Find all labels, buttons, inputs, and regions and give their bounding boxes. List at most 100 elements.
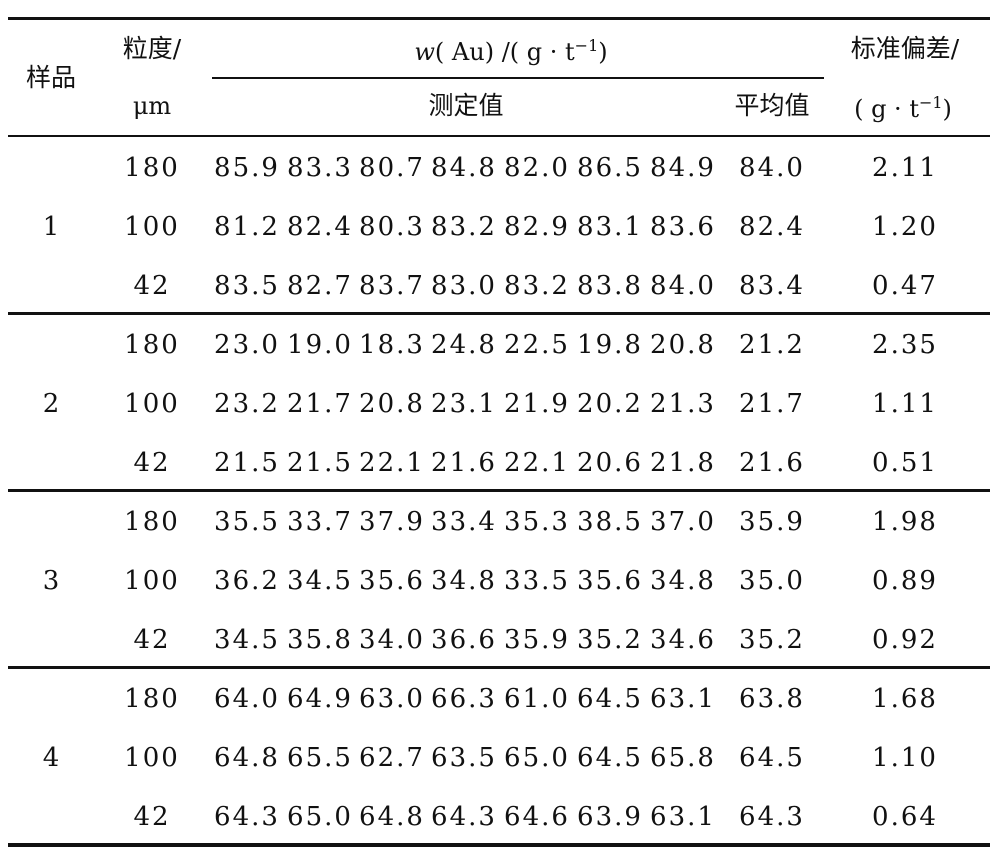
measured-value-cell: 80.7: [359, 153, 425, 183]
sample-cell: 4: [42, 743, 60, 773]
measured-value-cell: 84.8: [431, 153, 497, 183]
std-cell: 1.98: [872, 507, 938, 537]
measured-value-cell: 64.3: [431, 802, 497, 832]
measured-value-cell: 83.6: [650, 212, 716, 242]
size-cell: 42: [133, 802, 171, 832]
measured-value-cell: 22.1: [504, 448, 570, 478]
std-cell: 0.51: [872, 448, 938, 478]
size-cell: 100: [124, 212, 180, 242]
measured-value-cell: 82.7: [287, 271, 353, 301]
measured-value-cell: 83.2: [431, 212, 497, 242]
measured-value-cell: 83.0: [431, 271, 497, 301]
size-cell: 180: [124, 684, 180, 714]
measured-value-cell: 34.5: [214, 625, 280, 655]
measured-value-cell: 83.1: [577, 212, 643, 242]
measured-value-cell: 63.5: [431, 743, 497, 773]
std-cell: 2.11: [872, 153, 938, 183]
measured-value-cell: 22.5: [504, 330, 570, 360]
size-cell: 42: [133, 625, 171, 655]
measured-value-cell: 63.1: [650, 802, 716, 832]
measured-value-cell: 20.6: [577, 448, 643, 478]
measured-value-cell: 20.8: [650, 330, 716, 360]
measured-value-cell: 65.8: [650, 743, 716, 773]
measured-value-cell: 34.8: [431, 566, 497, 596]
header-sample: 样品: [25, 63, 77, 92]
measured-value-cell: 33.4: [431, 507, 497, 537]
group-rule-1: [8, 312, 990, 315]
w-unit-text: ( Au) /( g · t: [434, 38, 575, 66]
measured-value-cell: 63.0: [359, 684, 425, 714]
measured-value-cell: 35.9: [504, 625, 570, 655]
measured-value-cell: 35.8: [287, 625, 353, 655]
measured-value-cell: 21.7: [287, 389, 353, 419]
measured-value-cell: 21.5: [287, 448, 353, 478]
header-size-label: 粒度/: [122, 34, 182, 63]
std-unit-text: ( g · t: [854, 95, 919, 123]
measured-value-cell: 64.5: [577, 743, 643, 773]
mean-cell: 82.4: [739, 212, 805, 242]
measured-value-cell: 65.0: [287, 802, 353, 832]
sample-cell: 1: [42, 212, 60, 242]
mean-cell: 35.2: [739, 625, 805, 655]
header-w-au-unit: w( Au) /( g · t−1): [414, 31, 607, 67]
measured-value-cell: 20.8: [359, 389, 425, 419]
measured-value-cell: 34.5: [287, 566, 353, 596]
measured-value-cell: 19.0: [287, 330, 353, 360]
group-rule-2: [8, 489, 990, 492]
measured-value-cell: 83.7: [359, 271, 425, 301]
measured-value-cell: 83.2: [504, 271, 570, 301]
mean-cell: 35.9: [739, 507, 805, 537]
measured-value-cell: 63.9: [577, 802, 643, 832]
measured-value-cell: 18.3: [359, 330, 425, 360]
size-cell: 100: [124, 566, 180, 596]
measured-value-cell: 23.1: [431, 389, 497, 419]
measured-value-cell: 64.3: [214, 802, 280, 832]
measured-value-cell: 34.0: [359, 625, 425, 655]
w-symbol: w: [414, 38, 435, 66]
header-mean: 平均值: [734, 91, 810, 120]
measured-value-cell: 35.6: [577, 566, 643, 596]
mean-cell: 64.5: [739, 743, 805, 773]
measured-value-cell: 81.2: [214, 212, 280, 242]
measured-value-cell: 65.5: [287, 743, 353, 773]
measured-value-cell: 84.9: [650, 153, 716, 183]
measured-value-cell: 21.8: [650, 448, 716, 478]
std-unit-close: ): [942, 95, 952, 123]
size-cell: 100: [124, 389, 180, 419]
measured-value-cell: 38.5: [577, 507, 643, 537]
measured-value-cell: 86.5: [577, 153, 643, 183]
measured-value-cell: 64.8: [214, 743, 280, 773]
measured-value-cell: 21.5: [214, 448, 280, 478]
measured-value-cell: 82.0: [504, 153, 570, 183]
size-cell: 180: [124, 507, 180, 537]
measured-value-cell: 65.0: [504, 743, 570, 773]
measured-value-cell: 84.0: [650, 271, 716, 301]
measured-value-cell: 64.6: [504, 802, 570, 832]
measured-value-cell: 64.0: [214, 684, 280, 714]
std-cell: 1.10: [872, 743, 938, 773]
measured-value-cell: 83.3: [287, 153, 353, 183]
measured-value-cell: 36.6: [431, 625, 497, 655]
measured-value-cell: 23.0: [214, 330, 280, 360]
measured-value-cell: 21.3: [650, 389, 716, 419]
mean-cell: 21.6: [739, 448, 805, 478]
std-cell: 0.89: [872, 566, 938, 596]
mean-cell: 21.2: [739, 330, 805, 360]
measured-value-cell: 35.3: [504, 507, 570, 537]
measured-value-cell: 22.1: [359, 448, 425, 478]
measured-value-cell: 64.5: [577, 684, 643, 714]
header-subrule: [212, 77, 824, 79]
measured-value-cell: 24.8: [431, 330, 497, 360]
mean-cell: 35.0: [739, 566, 805, 596]
size-cell: 180: [124, 330, 180, 360]
header-size-unit: μm: [132, 92, 172, 120]
std-cell: 1.20: [872, 212, 938, 242]
measured-value-cell: 64.8: [359, 802, 425, 832]
header-measured: 测定值: [428, 91, 504, 120]
mean-cell: 63.8: [739, 684, 805, 714]
measured-value-cell: 36.2: [214, 566, 280, 596]
measured-value-cell: 34.8: [650, 566, 716, 596]
size-cell: 42: [133, 271, 171, 301]
measured-value-cell: 64.9: [287, 684, 353, 714]
measured-value-cell: 20.2: [577, 389, 643, 419]
